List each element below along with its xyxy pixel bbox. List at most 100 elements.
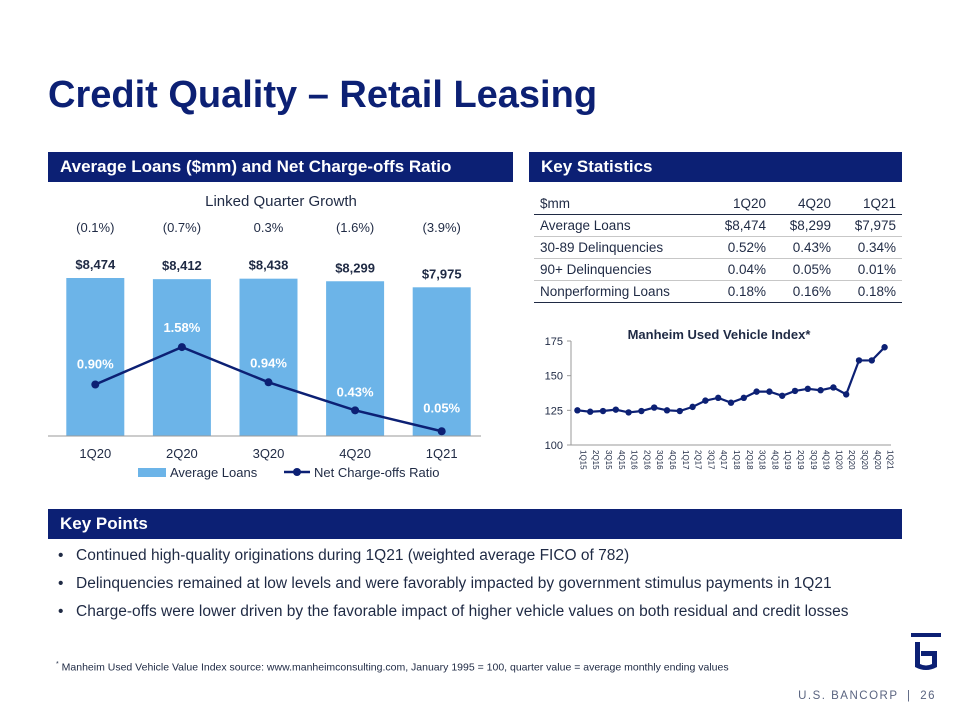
line-point-manheim-index	[855, 357, 863, 364]
x-tick-label: 3Q20	[860, 450, 869, 470]
key-points-list: Continued high-quality originations duri…	[58, 547, 918, 631]
x-tick-label: 1Q16	[630, 450, 639, 470]
list-item: Continued high-quality originations duri…	[58, 547, 918, 565]
x-tick-label: 3Q19	[809, 450, 818, 470]
list-item: Delinquencies remained at low levels and…	[58, 575, 918, 593]
table-cell: 0.01%	[836, 258, 902, 281]
line-point-manheim-index	[625, 409, 632, 416]
line-value-label: 0.94%	[250, 355, 287, 370]
x-tick-label: 4Q20	[873, 450, 882, 470]
x-tick-label: 1Q18	[732, 450, 741, 470]
line-point-manheim-index	[830, 384, 837, 391]
y-tick-label: 125	[545, 405, 563, 417]
loans-chargeoffs-chart: Linked Quarter Growth (0.1%) $8,474 1Q20 (0.…	[48, 193, 481, 480]
table-header-cell: 1Q20	[706, 193, 772, 215]
bar-value-label: $8,412	[162, 258, 202, 273]
table-cell: 0.04%	[706, 258, 772, 281]
key-statistics-table: $mm 1Q20 4Q20 1Q21 Average Loans $8,474 …	[534, 193, 902, 303]
table-cell: $7,975	[836, 214, 902, 237]
line-value-label: 1.58%	[163, 320, 200, 335]
line-point-manheim-index	[689, 403, 696, 411]
page-title: Credit Quality – Retail Leasing	[48, 74, 598, 116]
line-point-manheim-index	[740, 394, 747, 402]
chart-title: Manheim Used Vehicle Index*	[628, 327, 812, 342]
bar-value-label: $8,474	[75, 257, 116, 272]
x-tick-label: 2Q18	[745, 450, 754, 470]
table-cell: 0.34%	[836, 236, 902, 259]
bar-average-loans	[239, 278, 298, 436]
line-point-net-chargeoffs	[177, 343, 186, 352]
table-cell: 0.18%	[836, 280, 902, 303]
manheim-index-chart: Manheim Used Vehicle Index* 100 125 150 175 1…	[545, 327, 895, 470]
footnote: * Manheim Used Vehicle Value Index sourc…	[56, 661, 729, 674]
x-tick-label: 1Q20	[834, 450, 843, 470]
y-tick-label: 100	[545, 440, 563, 452]
x-tick-label: 4Q15	[617, 450, 626, 470]
line-point-manheim-index	[663, 407, 671, 414]
footer-separator: |	[907, 690, 912, 702]
table-header-cell: 1Q21	[836, 193, 902, 215]
bar-average-loans	[66, 278, 125, 436]
line-point-manheim-index	[638, 407, 645, 415]
line-value-label: 0.43%	[337, 384, 374, 399]
table-cell: 0.05%	[771, 258, 837, 281]
x-tick-label: 4Q17	[719, 450, 728, 470]
linked-quarter-growth-label: 0.3%	[254, 220, 284, 235]
line-value-label: 0.05%	[423, 400, 460, 415]
table-row: 30-89 Delinquencies 0.52% 0.43% 0.34%	[534, 236, 902, 259]
table-header-row: $mm 1Q20 4Q20 1Q21	[534, 193, 902, 215]
line-point-manheim-index	[843, 391, 850, 398]
x-tick-label: 4Q16	[668, 450, 677, 470]
line-point-manheim-index	[868, 357, 875, 364]
line-point-manheim-index	[779, 392, 786, 399]
bar-average-loans	[152, 279, 211, 436]
x-tick-label: 3Q15	[604, 450, 613, 470]
x-tick-label: 2Q19	[796, 450, 805, 470]
linked-quarter-title: Linked Quarter Growth	[205, 193, 357, 210]
linked-quarter-growth-label: (3.9%)	[423, 220, 461, 235]
table-cell: Average Loans	[534, 214, 707, 237]
table-cell: Nonperforming Loans	[534, 280, 707, 303]
x-tick-label: 4Q18	[770, 450, 779, 470]
table-cell: 0.18%	[706, 280, 772, 303]
key-statistics-header: Key Statistics	[529, 152, 902, 182]
footer-brand: U.S. BANCORP | 26	[798, 690, 936, 702]
bar-value-label: $8,438	[249, 258, 289, 273]
legend-label: Net Charge-offs Ratio	[314, 465, 440, 480]
x-tick-label: 3Q20	[253, 446, 285, 461]
bar-average-loans	[412, 287, 471, 436]
page-number: 26	[920, 690, 936, 702]
brand-name: U.S. BANCORP	[798, 690, 899, 702]
x-tick-label: 1Q19	[783, 450, 792, 470]
y-tick-label: 175	[545, 336, 563, 348]
line-point-manheim-index	[651, 404, 658, 411]
table-cell: $8,299	[771, 214, 837, 237]
x-tick-label: 1Q17	[681, 450, 690, 470]
linked-quarter-growth-label: (0.7%)	[163, 220, 201, 235]
table-header-cell: $mm	[534, 193, 707, 215]
line-point-manheim-index	[599, 407, 607, 415]
line-point-manheim-index	[612, 406, 619, 413]
table-header-cell: 4Q20	[771, 193, 837, 215]
x-tick-label: 2Q17	[694, 450, 703, 470]
line-point-manheim-index	[753, 388, 760, 395]
legend-swatch-average-loans	[138, 468, 166, 477]
linked-quarter-growth-label: (1.6%)	[336, 220, 374, 235]
line-point-manheim-index	[804, 385, 811, 393]
table-cell: 0.16%	[771, 280, 837, 303]
line-point-manheim-index	[587, 408, 594, 415]
table-cell: 0.52%	[706, 236, 772, 259]
list-item: Charge-offs were lower driven by the fav…	[58, 603, 918, 621]
table-row: Average Loans $8,474 $8,299 $7,975	[534, 214, 902, 237]
line-point-manheim-index	[727, 399, 735, 406]
line-point-manheim-index	[702, 397, 709, 404]
line-point-manheim-index	[817, 387, 824, 394]
line-point-manheim-index	[791, 387, 799, 395]
usbank-shield-icon	[911, 633, 941, 670]
line-point-net-chargeoffs	[437, 427, 446, 436]
line-point-net-chargeoffs	[351, 406, 360, 415]
table-row: 90+ Delinquencies 0.04% 0.05% 0.01%	[534, 258, 902, 281]
table-cell: 90+ Delinquencies	[534, 258, 707, 281]
x-tick-label: 1Q21	[426, 446, 458, 461]
line-point-manheim-index	[881, 344, 888, 351]
